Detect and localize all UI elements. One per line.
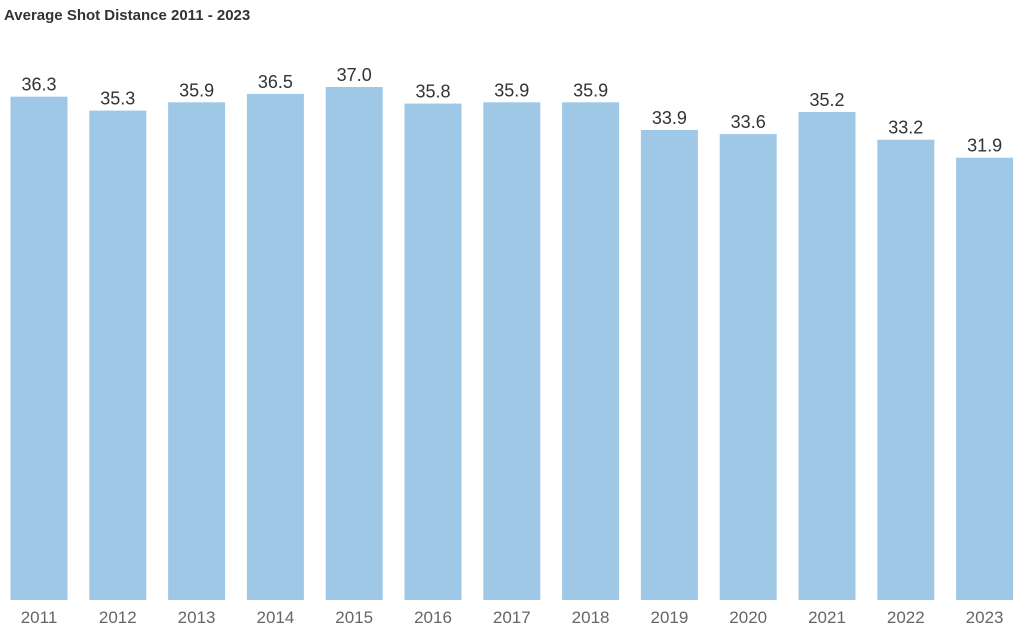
bar-2011 [10, 96, 68, 600]
bar-2017 [483, 102, 541, 601]
bar-2014 [246, 93, 304, 601]
data-label-2018: 35.9 [573, 80, 608, 100]
data-label-2015: 37.0 [337, 65, 372, 85]
data-label-2020: 33.6 [731, 112, 766, 132]
x-tick-label-2018: 2018 [572, 608, 610, 627]
data-label-2022: 33.2 [888, 118, 923, 138]
x-tick-label-2014: 2014 [256, 608, 294, 627]
bar-2023 [956, 157, 1014, 600]
bar-2016 [404, 103, 462, 600]
x-tick-label-2012: 2012 [99, 608, 137, 627]
x-tick-label-2011: 2011 [21, 608, 58, 627]
data-label-2013: 35.9 [179, 80, 214, 100]
bar-2015 [325, 87, 383, 600]
bar-2022 [877, 139, 935, 600]
bars-layer [10, 87, 1014, 601]
bar-2012 [89, 110, 147, 600]
x-tick-label-2019: 2019 [650, 608, 688, 627]
x-tick-label-2015: 2015 [335, 608, 373, 627]
x-tick-label-2016: 2016 [414, 608, 452, 627]
data-label-2012: 35.3 [100, 89, 135, 109]
bar-2013 [168, 102, 226, 601]
value-labels-layer: 36.3 35.3 35.9 36.5 37.0 35.8 35.9 35.9 33.9 33.6… [21, 65, 1002, 156]
x-tick-label-2017: 2017 [493, 608, 531, 627]
data-label-2019: 33.9 [652, 108, 687, 128]
bar-2021 [798, 112, 856, 600]
bar-2019 [640, 130, 698, 600]
x-tick-label-2013: 2013 [178, 608, 216, 627]
x-tick-label-2023: 2023 [966, 608, 1004, 627]
x-axis-tick-labels: 2011 2012 2013 2014 2015 2016 2017 2018 2019 2020… [21, 608, 1004, 627]
data-label-2016: 35.8 [415, 82, 450, 102]
data-label-2017: 35.9 [494, 80, 529, 100]
data-label-2021: 35.2 [809, 90, 844, 110]
data-label-2014: 36.5 [258, 72, 293, 92]
bar-2020 [719, 134, 777, 600]
bar-2018 [562, 102, 620, 601]
x-tick-label-2020: 2020 [729, 608, 767, 627]
x-tick-label-2022: 2022 [887, 608, 925, 627]
data-label-2011: 36.3 [21, 75, 56, 95]
x-tick-label-2021: 2021 [808, 608, 846, 627]
data-label-2023: 31.9 [967, 136, 1002, 156]
chart-title: Average Shot Distance 2011 - 2023 [4, 7, 251, 24]
